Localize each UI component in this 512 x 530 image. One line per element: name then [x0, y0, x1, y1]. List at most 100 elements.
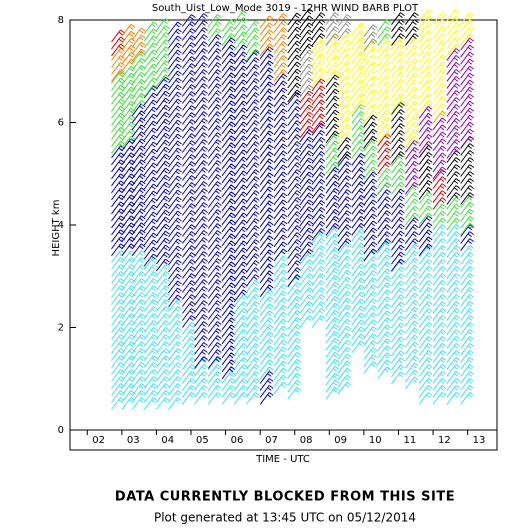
wind-barb-segment [233, 44, 248, 303]
wind-barb-segment [405, 139, 419, 195]
x-tick-label: 12 [438, 435, 451, 446]
wind-barb-segment [299, 8, 314, 57]
x-tick-label: 09 [334, 435, 347, 446]
wind-barb-segment [325, 166, 340, 236]
wind-barb-segment [405, 184, 419, 226]
wind-barb-segment [259, 46, 274, 298]
wind-barb-segment [287, 12, 302, 103]
wind-barb-segment [143, 85, 158, 267]
wind-barb-segment [121, 250, 136, 410]
wind-barb-segment [131, 103, 146, 257]
footer: Plot generated at 13:45 UTC on 05/12/201… [154, 511, 416, 525]
x-axis-label: TIME - UTC [255, 454, 310, 465]
wind-barb-segment [325, 74, 340, 144]
wind-barb-segment [245, 50, 260, 287]
x-tick-label: 04 [161, 435, 174, 446]
wind-barb-segment [446, 196, 461, 231]
wind-barb-segment [325, 133, 340, 175]
wind-barb-segment [273, 73, 288, 262]
y-tick-label: 8 [58, 15, 64, 26]
wind-barb-segment [405, 12, 419, 46]
wind-barb-segment [299, 49, 314, 98]
wind-barb-segment [121, 23, 136, 72]
wind-barb-segment [121, 138, 136, 257]
wind-barb-segment [377, 182, 391, 251]
y-tick-label: 2 [58, 323, 64, 334]
wind-barb-segment [418, 145, 433, 200]
wind-barb-segment [391, 12, 405, 46]
wind-barb-segment [351, 104, 366, 159]
wind-barb-segment [131, 27, 146, 62]
wind-barb-segment [351, 228, 366, 354]
wind-barb-segment [418, 245, 433, 405]
wind-barb-segment [259, 15, 274, 57]
wind-barb-segment [182, 14, 196, 328]
wind-barb-segment [311, 12, 326, 46]
wind-barb-segment [460, 37, 474, 149]
wind-barb-segment [111, 250, 125, 410]
wind-barb-segment [325, 34, 340, 82]
wind-barb-segment [460, 136, 474, 205]
wind-barb-segment [233, 294, 248, 405]
x-tick-label: 07 [265, 435, 278, 446]
wind-barb-segment [168, 299, 182, 410]
wind-barb-segment [233, 10, 248, 52]
wind-barb-segment [287, 92, 302, 287]
wind-barb-segment [337, 154, 352, 251]
wind-barb-segment [221, 19, 236, 46]
wind-barb-segment [377, 167, 391, 195]
wind-barb-segment [156, 18, 170, 87]
wind-barb-segment [460, 245, 474, 405]
wind-barb-segment [273, 13, 288, 82]
y-axis-label: HEIGHT km [51, 200, 62, 257]
wind-barb-segment [377, 39, 391, 144]
wind-barb-segment [259, 371, 274, 405]
wind-barb-segment [363, 114, 378, 149]
notice: DATA CURRENTLY BLOCKED FROM THIS SITE [115, 490, 455, 505]
wind-barb-segment [377, 240, 391, 380]
wind-barb-segment [143, 21, 158, 98]
wind-barb-segment [337, 241, 352, 395]
wind-barb-segment [325, 225, 340, 400]
wind-barb-segment [405, 217, 419, 251]
wind-barb-segment [245, 20, 260, 62]
x-tick-label: 05 [196, 435, 209, 446]
wind-barb-segment [460, 224, 474, 251]
wind-barb-segment [351, 22, 366, 113]
wind-barb-segment [311, 39, 326, 87]
wind-barb-segment [351, 152, 366, 236]
wind-barb-segment [156, 264, 170, 410]
wind-barb-segment [432, 203, 447, 231]
wind-barb-segment [273, 248, 288, 395]
wind-barb-segment [194, 357, 208, 405]
wind-barb-segment [111, 29, 125, 57]
wind-barb-segment [207, 14, 222, 41]
x-tick-label: 10 [369, 435, 382, 446]
wind-barb-segment [391, 102, 405, 164]
wind-barb-segment [111, 145, 125, 257]
wind-barb-segment [311, 123, 326, 241]
wind-barb-segment [363, 171, 378, 262]
wind-barb-segment [337, 137, 352, 164]
wind-barb-segment [446, 224, 461, 405]
wind-barb-segment [391, 259, 405, 385]
x-tick-label: 02 [92, 435, 105, 446]
y-tick-label: 6 [58, 118, 64, 129]
wind-barb-segment [287, 274, 302, 400]
wind-barb-segment [259, 289, 274, 380]
x-axis-strip [69, 429, 498, 451]
chart-title: South_Uist_Low_Mode 3019 - 12HR WIND BAR… [152, 3, 419, 14]
y-tick-label: 0 [58, 425, 64, 436]
wind-barb-segment [446, 8, 461, 57]
wind-barb-segment [446, 48, 461, 159]
wind-barb-segment [311, 78, 326, 134]
wind-barb-segment [377, 19, 391, 46]
wind-barb-segment [182, 322, 196, 405]
wind-barb-segment [418, 8, 433, 113]
wind-barb-segment [194, 13, 208, 369]
wind-barb-segment [221, 37, 236, 380]
wind-barb-segment [377, 133, 391, 175]
wind-barb-segment [363, 138, 378, 180]
wind-barb-segment [432, 110, 447, 180]
